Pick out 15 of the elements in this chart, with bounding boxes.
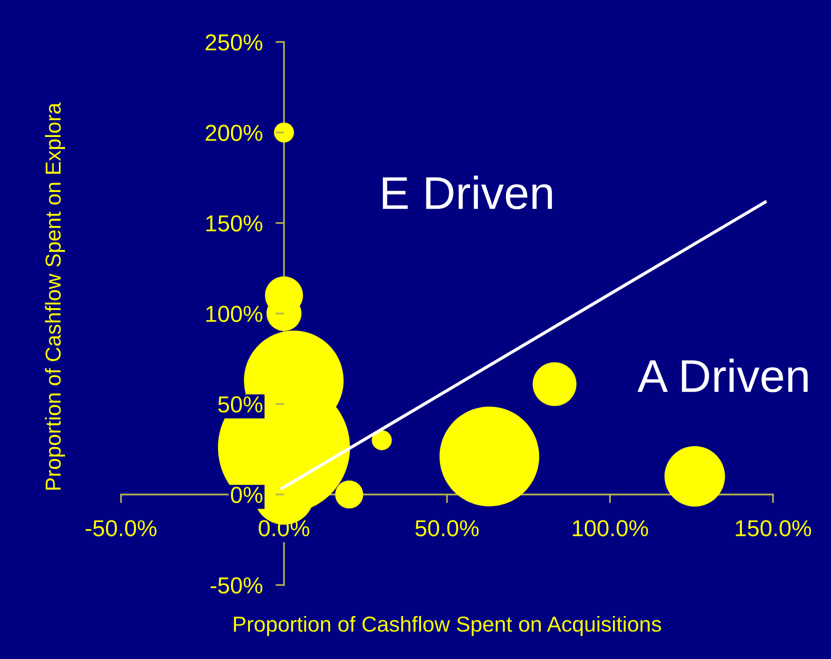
y-tick-label: -50% (210, 577, 262, 594)
y-tick-label: 100% (206, 306, 262, 322)
y-tick-label: 250% (206, 34, 262, 51)
y-tick-label: 200% (206, 124, 262, 142)
x-tick-label: -50.0% (86, 520, 156, 536)
y-tick-label: 150% (206, 215, 262, 232)
x-tick-label: 50.0% (415, 520, 479, 536)
y-tick-label: 0% (230, 486, 262, 504)
annotation: E Driven (382, 176, 552, 210)
x-axis-title: Proportion of Cashflow Spent on Acquisitions (234, 616, 662, 636)
x-tick-label: 100.0% (572, 520, 648, 536)
y-axis-title: Proportion of Cashflow Spent on Explora (44, 102, 66, 490)
x-tick-label: 150.0% (736, 520, 812, 536)
y-tick-label: 50% (218, 396, 262, 413)
annotation: A Driven (637, 358, 808, 392)
